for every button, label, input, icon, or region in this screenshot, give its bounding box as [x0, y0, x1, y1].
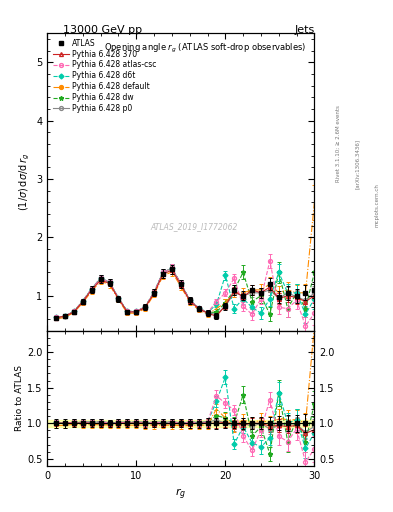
Text: [arXiv:1306.3436]: [arXiv:1306.3436]: [355, 139, 360, 189]
Text: mcplots.cern.ch: mcplots.cern.ch: [375, 183, 380, 227]
Y-axis label: $(1/\sigma)\,\mathrm{d}\sigma/\mathrm{d}\,r_g$: $(1/\sigma)\,\mathrm{d}\sigma/\mathrm{d}…: [17, 153, 32, 211]
Text: Rivet 3.1.10; ≥ 2.6M events: Rivet 3.1.10; ≥ 2.6M events: [336, 105, 340, 182]
Text: Opening angle $r_g$ (ATLAS soft-drop observables): Opening angle $r_g$ (ATLAS soft-drop obs…: [104, 42, 307, 55]
Text: Jets: Jets: [294, 25, 314, 35]
Legend: ATLAS, Pythia 6.428 370, Pythia 6.428 atlas-csc, Pythia 6.428 d6t, Pythia 6.428 : ATLAS, Pythia 6.428 370, Pythia 6.428 at…: [50, 36, 159, 115]
Text: ATLAS_2019_I1772062: ATLAS_2019_I1772062: [151, 222, 238, 231]
X-axis label: $r_g$: $r_g$: [175, 486, 186, 502]
Y-axis label: Ratio to ATLAS: Ratio to ATLAS: [15, 366, 24, 431]
Text: 13000 GeV pp: 13000 GeV pp: [63, 25, 142, 35]
Bar: [47, 420, 314, 427]
